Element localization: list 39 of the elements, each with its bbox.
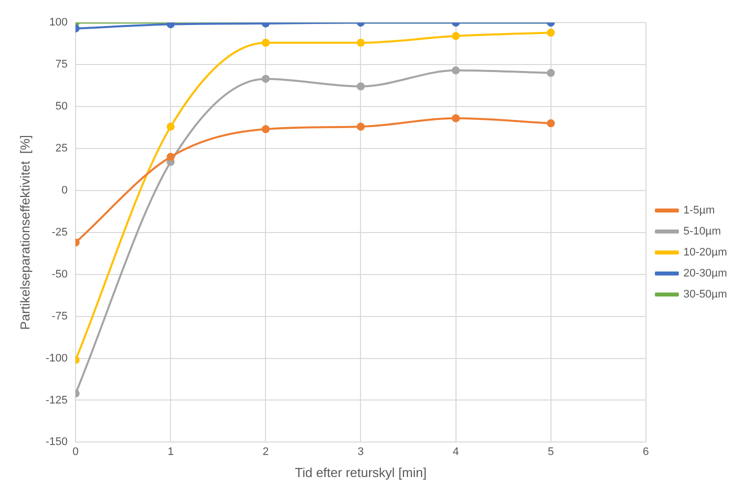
point — [546, 119, 555, 128]
x-tick-label: 4 — [452, 446, 459, 458]
legend-label: 5-10µm — [683, 226, 721, 238]
y-tick-label: 0 — [61, 184, 68, 196]
legend-label: 20-30µm — [683, 268, 728, 280]
y-tick-label: -75 — [52, 310, 68, 322]
point — [452, 66, 460, 74]
point — [262, 74, 270, 83]
point — [546, 68, 555, 77]
y-tick-label: -50 — [52, 268, 68, 280]
y-tick-label: 25 — [55, 142, 68, 155]
point — [166, 152, 175, 161]
legend-label: 30-50µm — [683, 288, 728, 301]
y-tick-label: -150 — [46, 436, 68, 448]
point — [356, 38, 365, 47]
y-tick-label: -25 — [52, 226, 68, 238]
y-tick-label: -125 — [46, 394, 68, 406]
point — [452, 114, 460, 122]
legend-label: 10-20µm — [683, 246, 728, 259]
point — [166, 122, 175, 131]
point — [356, 122, 365, 131]
point — [356, 82, 365, 90]
y-tick-label: -100 — [46, 352, 68, 364]
y-tick-label: 100 — [49, 16, 68, 29]
x-tick-label: 2 — [262, 446, 269, 458]
x-axis-title: Tid efter returskyl [min] — [294, 464, 427, 480]
legend-label: 1-5µm — [683, 204, 715, 217]
y-axis-title: Partikelseparationseffektivitet [%] — [17, 134, 32, 330]
x-tick-label: 6 — [642, 446, 649, 458]
x-tick-label: 5 — [548, 446, 554, 458]
x-tick-label: 3 — [358, 446, 364, 458]
x-tick-label: 1 — [168, 446, 174, 458]
y-tick-label: 75 — [55, 58, 68, 71]
point — [452, 32, 460, 40]
point — [262, 38, 270, 47]
y-tick-label: 50 — [55, 100, 68, 113]
point — [262, 125, 270, 134]
point — [546, 28, 555, 37]
x-tick-label: 0 — [72, 446, 79, 458]
